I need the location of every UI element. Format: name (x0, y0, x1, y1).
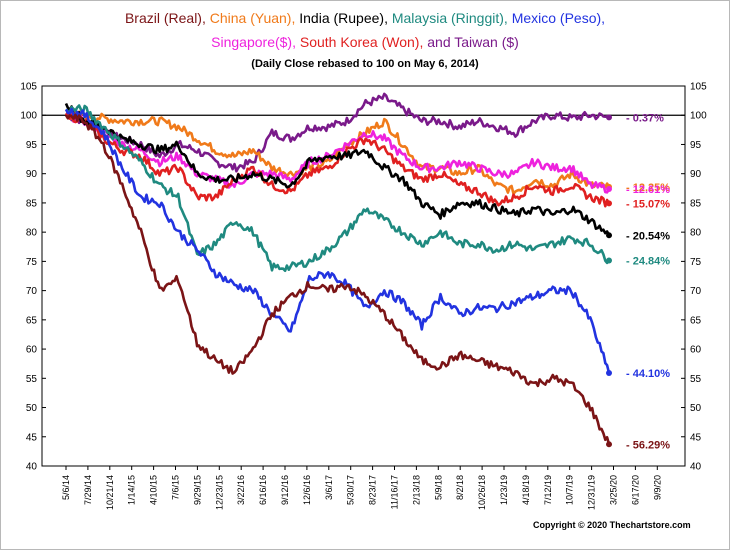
x-tick-label: 3/6/17 (324, 475, 334, 500)
title-india: India (Rupee), (299, 10, 392, 26)
y-tick-label-right: 95 (690, 140, 702, 151)
series-endpoint-india (606, 232, 613, 239)
y-tick-label-right: 45 (690, 432, 702, 443)
title-brazil: Brazil (Real), (124, 10, 210, 26)
y-tick-label-left: 85 (26, 198, 38, 209)
series-endpoint-south-korea (606, 200, 613, 207)
x-tick-label: 9/12/16 (280, 475, 290, 505)
x-tick-label: 10/26/18 (477, 475, 487, 510)
x-tick-label: 8/23/17 (368, 475, 378, 505)
plot-area (41, 85, 686, 467)
y-tick-label-left: 75 (26, 257, 38, 268)
y-tick-label-right: 90 (690, 169, 702, 180)
title-malaysia: Malaysia (Ringgit), (391, 10, 512, 26)
end-label-taiwan: - 0.37% (626, 112, 664, 124)
end-label-singapore: - 12.61% (626, 184, 670, 196)
end-label-malaysia: - 24.84% (626, 255, 670, 267)
title-china: China (Yuan), (209, 10, 300, 26)
series-line-singapore (65, 111, 611, 194)
end-label-china: - 12.25% (626, 182, 670, 194)
y-tick-label-right: 80 (690, 228, 702, 239)
series-line-malaysia (65, 104, 611, 273)
end-label-mexico: - 44.10% (626, 368, 670, 380)
x-tick-label: 10/7/19 (565, 475, 575, 505)
y-tick-label-right: 105 (690, 82, 707, 93)
x-tick-label: 6/16/16 (258, 475, 268, 505)
chart-subtitle: (Daily Close rebased to 100 on May 6, 20… (251, 58, 479, 70)
x-tick-label: 5/6/14 (61, 475, 71, 500)
y-tick-label-left: 100 (20, 111, 37, 122)
end-label-india: - 20.54% (626, 230, 670, 242)
y-tick-label-left: 60 (26, 345, 38, 356)
x-tick-label: 5/30/17 (346, 475, 356, 505)
title-mexico: Mexico (Peso), (511, 10, 606, 26)
chart-title-line-1: Brazil (Real), China (Yuan), India (Rupe… (0, 10, 730, 26)
x-tick-label: 9/29/15 (192, 475, 202, 505)
x-tick-label: 11/16/17 (390, 475, 400, 509)
x-tick-label: 7/29/14 (83, 475, 93, 505)
x-tick-label: 2/13/18 (411, 475, 421, 505)
y-tick-label-left: 105 (20, 82, 37, 93)
chart-title-line-2: Singapore($), South Korea (Won), and Tai… (0, 34, 730, 50)
y-tick-label-left: 55 (26, 374, 38, 385)
y-tick-label-left: 80 (26, 228, 38, 239)
y-tick-label-right: 75 (690, 257, 702, 268)
title-south-korea: South Korea (Won), (299, 34, 428, 50)
series-line-mexico (64, 107, 611, 374)
x-tick-label: 6/17/20 (630, 475, 640, 505)
y-tick-label-left: 95 (26, 140, 38, 151)
series-line-south-korea (64, 110, 611, 208)
y-tick-label-right: 60 (690, 345, 702, 356)
series-line-brazil (64, 113, 611, 445)
end-label-brazil: - 56.29% (626, 439, 670, 451)
y-tick-label-right: 65 (690, 315, 702, 326)
x-tick-label: 9/9/20 (652, 475, 662, 500)
x-tick-label: 7/12/19 (543, 475, 553, 505)
x-tick-label: 1/14/15 (127, 475, 137, 505)
x-tick-label: 3/25/20 (609, 475, 619, 505)
y-tick-label-right: 50 (690, 403, 702, 414)
y-tick-label-left: 45 (26, 432, 38, 443)
x-tick-label: 10/21/14 (105, 475, 115, 510)
series-line-india (64, 102, 611, 236)
x-tick-label: 12/23/15 (214, 475, 224, 510)
series-endpoint-malaysia (606, 257, 613, 264)
x-tick-label: 4/18/19 (521, 475, 531, 505)
series-endpoint-singapore (606, 185, 613, 192)
y-tick-label-left: 70 (26, 286, 38, 297)
x-tick-label: 3/22/16 (236, 475, 246, 505)
y-tick-label-right: 100 (690, 111, 707, 122)
x-tick-label: 8/2/18 (455, 475, 465, 500)
y-tick-label-left: 50 (26, 403, 38, 414)
y-tick-label-right: 40 (690, 462, 702, 473)
title-taiwan: and Taiwan ($) (427, 34, 519, 50)
y-tick-label-right: 55 (690, 374, 702, 385)
x-tick-label: 12/6/16 (302, 475, 312, 505)
x-tick-label: 4/10/15 (149, 475, 159, 505)
y-tick-label-right: 70 (690, 286, 702, 297)
end-label-south-korea: - 15.07% (626, 198, 670, 210)
series-endpoint-taiwan (606, 114, 613, 121)
y-tick-label-left: 40 (26, 462, 38, 473)
title-singapore: Singapore($), (211, 34, 300, 50)
y-tick-label-right: 85 (690, 198, 702, 209)
series-line-taiwan (65, 92, 610, 173)
y-tick-label-left: 65 (26, 315, 38, 326)
copyright-text: Copyright © 2020 Thechartstore.com (533, 520, 691, 530)
x-tick-label: 5/9/18 (433, 475, 443, 500)
y-tick-label-left: 90 (26, 169, 38, 180)
x-tick-label: 12/31/19 (587, 475, 597, 510)
series-line-china (65, 110, 611, 196)
x-tick-label: 1/23/19 (499, 475, 509, 505)
series-endpoint-mexico (606, 370, 613, 377)
x-tick-label: 7/6/15 (171, 475, 181, 500)
series-endpoint-brazil (606, 441, 613, 448)
